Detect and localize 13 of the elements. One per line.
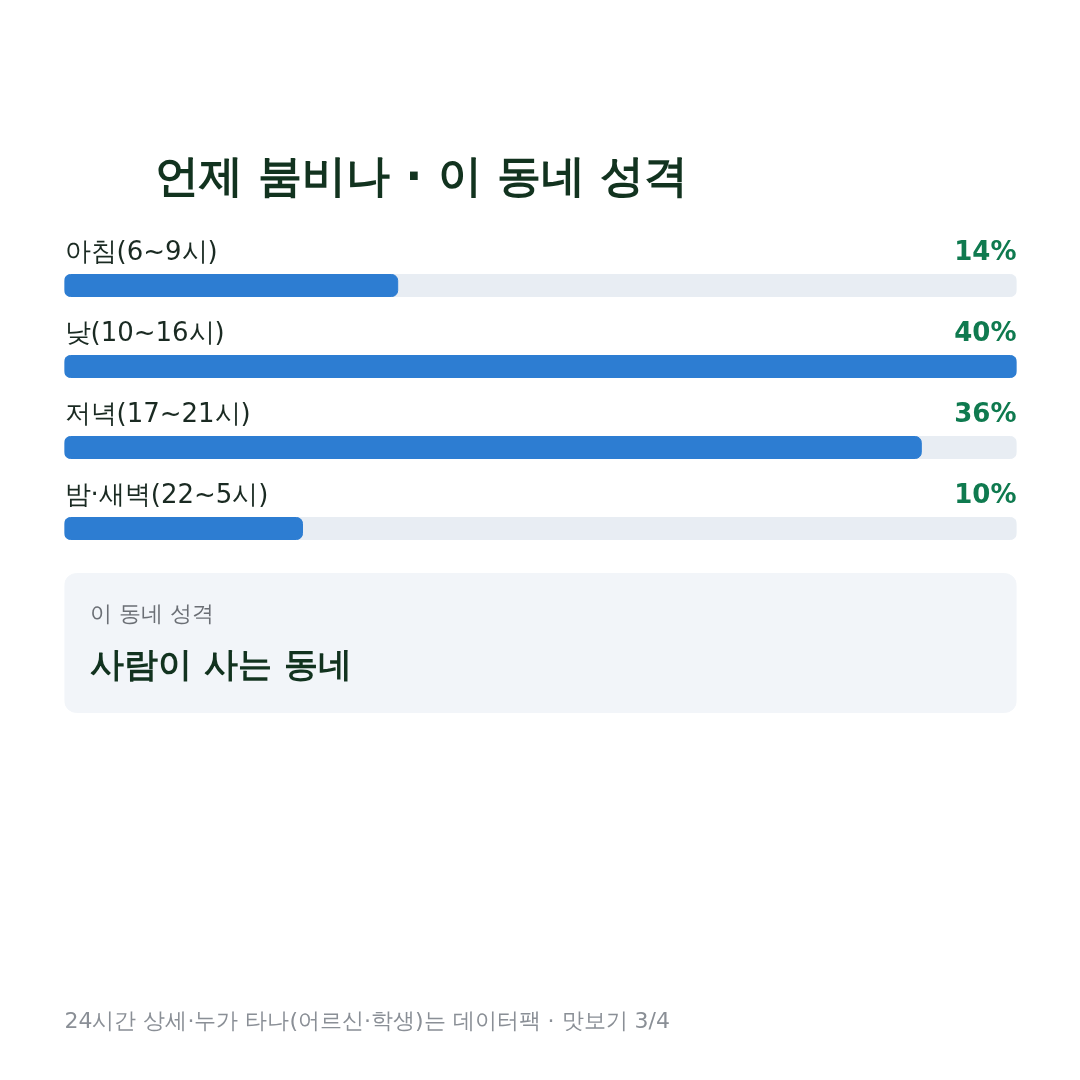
- data-label: 40%: [954, 316, 1017, 347]
- data-label: 36%: [954, 397, 1017, 428]
- data-label: 10%: [954, 478, 1017, 509]
- y-tick-label: 낮(10~16시): [64, 316, 225, 347]
- bar: [64, 517, 303, 540]
- data-label: 14%: [954, 235, 1017, 266]
- text: 사람이 사는 동네: [90, 643, 352, 684]
- text: 이 동네 성격: [90, 601, 215, 626]
- y-tick-label: 아침(6~9시): [64, 235, 218, 266]
- chart-title: 언제 붐비나 · 이 동네 성격: [154, 150, 689, 201]
- text: 24시간 상세·누가 타나(어르신·학생)는 데이터팩 · 맛보기 3/4: [64, 1008, 671, 1033]
- y-tick-label: 저녁(17~21시): [64, 397, 251, 428]
- y-tick-label: 밤·새벽(22~5시): [64, 478, 269, 509]
